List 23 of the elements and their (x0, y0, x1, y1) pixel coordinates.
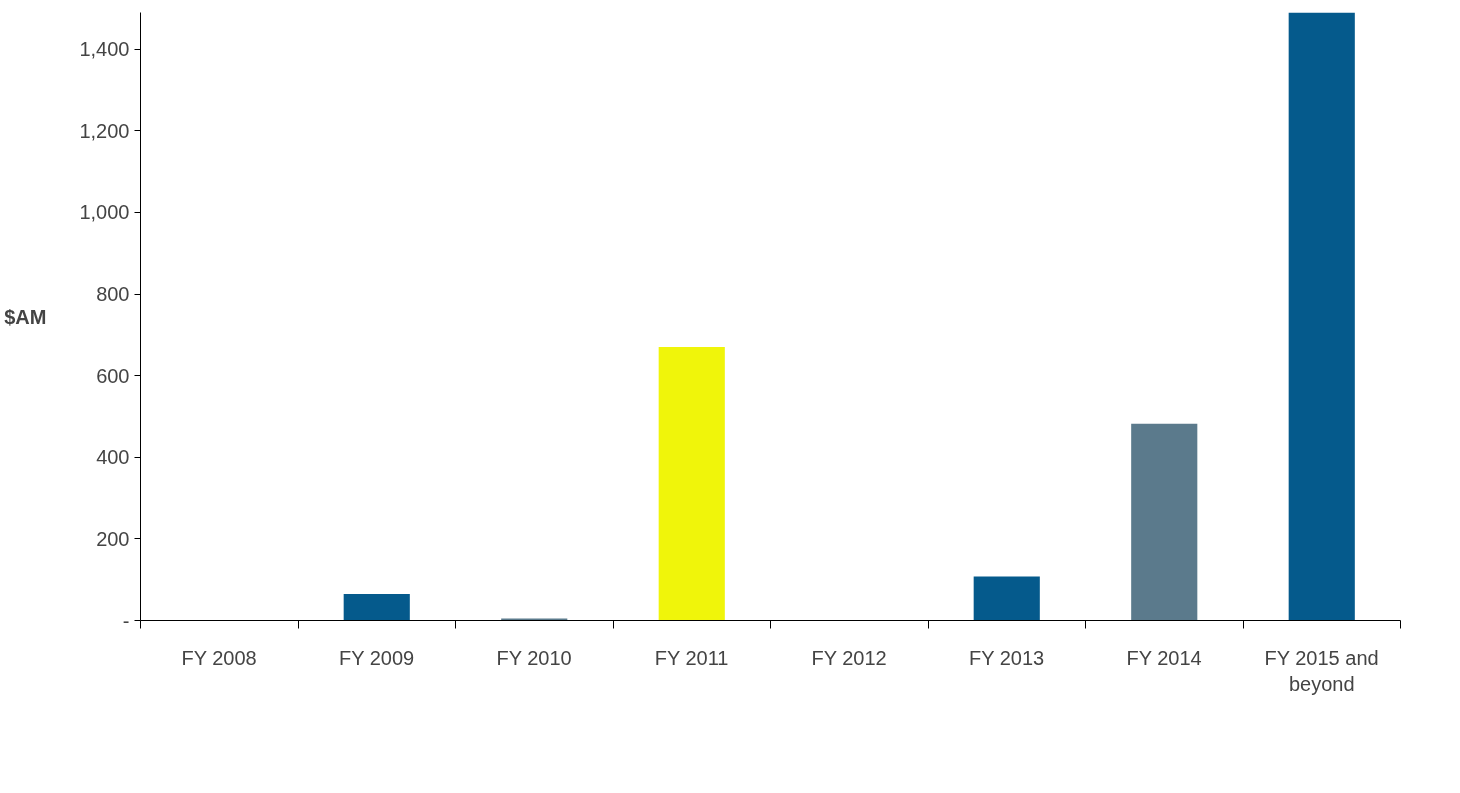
x-tick-label: FY 2010 (496, 646, 572, 669)
y-axis-title: $AM (4, 305, 47, 328)
y-tick-label: 400 (96, 446, 130, 469)
y-tick-label: 600 (96, 364, 130, 387)
bar (343, 593, 410, 621)
bar (973, 576, 1040, 621)
y-tick-label: - (122, 609, 130, 632)
bar (1131, 423, 1198, 621)
bar (501, 618, 568, 621)
x-tick-label: FY 2014 (1126, 646, 1202, 669)
y-tick-label: 1,200 (79, 119, 130, 142)
x-tick-label: FY 2009 (338, 646, 415, 669)
y-tick-label: 1,000 (79, 201, 130, 224)
x-tick-label: FY 2015 and beyond (1264, 646, 1379, 695)
x-tick-label: FY 2011 (654, 646, 729, 669)
y-tick-label: 200 (96, 527, 130, 550)
y-tick-label: 800 (96, 283, 130, 306)
bar (658, 347, 725, 621)
x-tick-label: FY 2008 (181, 646, 257, 669)
x-tick-label: FY 2013 (968, 646, 1045, 669)
x-tick-label: FY 2012 (811, 646, 887, 669)
y-tick-label: 1,400 (79, 38, 130, 61)
bar (1288, 12, 1355, 621)
